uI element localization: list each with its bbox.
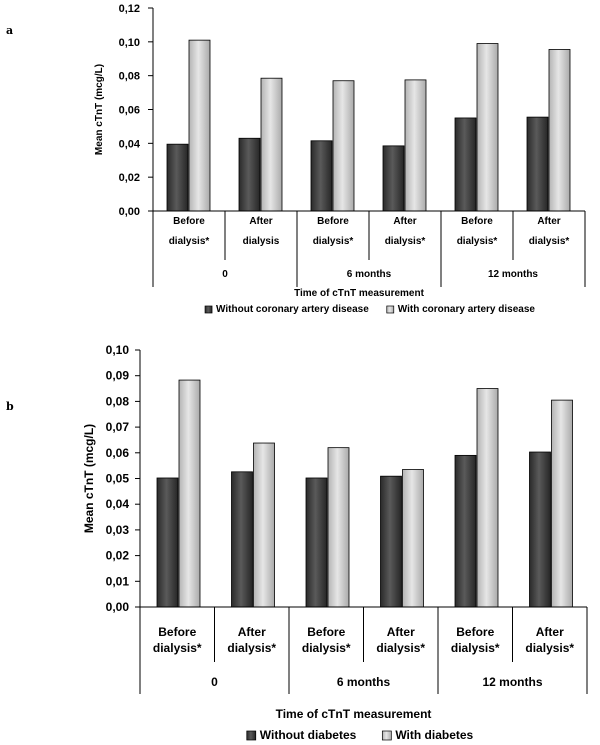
chart0-category-label: dialysis*: [385, 236, 426, 247]
chart1-bar-series2: [178, 379, 201, 608]
chart0-category-label: dialysis*: [529, 236, 570, 247]
chart0-y-tick-label: 0,06: [119, 105, 140, 117]
chart1-bar-series2: [327, 447, 350, 608]
chart0-bar-series1: [454, 117, 477, 212]
chart0-bar-series1: [310, 140, 333, 212]
chart0-legend: Without coronary artery disease With coro…: [204, 304, 536, 315]
chart1-bar-series2: [402, 469, 424, 608]
panel-label-a: a: [6, 24, 13, 37]
chart0-category-label: Before: [317, 216, 349, 227]
chart1-category-label: After: [387, 625, 415, 639]
chart-b: 0,00 0,01 0,02 0,03 0,04 0,05 0,06 0,07 0,08 0,09…: [82, 343, 588, 742]
chart0-legend-label: With coronary artery disease: [398, 304, 536, 315]
chart0-bar-series2: [548, 49, 571, 212]
chart1-y-tick-label: 0,07: [106, 420, 130, 434]
chart1-y-tick-label: 0,02: [106, 549, 130, 563]
chart0-category-label: After: [249, 216, 272, 227]
chart0-legend-label: Without coronary artery disease: [216, 304, 369, 315]
chart1-bar-series1: [305, 477, 328, 608]
chart0-category-label: After: [537, 216, 560, 227]
chart0-y-axis-title: Mean cTnT (mcg/L): [94, 64, 105, 155]
chart1-y-tick-label: 0,08: [106, 394, 130, 408]
chart0-x-axis-title: Time of cTnT measurement: [294, 288, 425, 299]
chart1-category-label: After: [536, 625, 564, 639]
chart1-category-label: Before: [307, 625, 345, 639]
chart0-y-tick-label: 0,04: [119, 138, 141, 150]
chart0-y-tick-label: 0,02: [119, 172, 140, 184]
chart0-group-label: 12 months: [488, 269, 538, 280]
chart0-category-label: dialysis: [243, 236, 280, 247]
chart1-bar-series1: [454, 454, 477, 608]
chart1-bar-series1: [231, 471, 253, 608]
chart1-y-tick-label: 0,00: [106, 600, 130, 614]
chart1-category-label: Before: [456, 625, 494, 639]
chart0-category-label: dialysis*: [313, 236, 354, 247]
chart1-bar-series2: [476, 388, 499, 608]
chart0-category-label: dialysis*: [457, 236, 498, 247]
chart1-legend: Without diabetes With diabetes: [246, 728, 474, 742]
chart0-bar-series2: [404, 79, 427, 212]
chart0-bar-series2: [188, 39, 211, 212]
chart1-group-label: 0: [211, 675, 218, 689]
chart1-y-axis-title: Mean cTnT (mcg/L): [82, 424, 96, 533]
chart0-y-tick-label: 0,12: [119, 3, 140, 15]
chart0-category-label: dialysis*: [169, 236, 210, 247]
chart1-legend-label: Without diabetes: [260, 728, 357, 742]
chart1-bar-series1: [156, 477, 179, 608]
chart0-bar-series2: [260, 77, 283, 212]
chart0-legend-swatch: [204, 305, 213, 314]
chart1-category-label: dialysis*: [302, 641, 351, 655]
chart0-category-label: Before: [461, 216, 493, 227]
chart1-bar-series2: [551, 399, 573, 608]
chart1-category-label: dialysis*: [376, 641, 425, 655]
chart0-bar-series2: [332, 80, 355, 212]
chart0-group-label: 6 months: [347, 269, 392, 280]
chart0-bar-series1: [166, 143, 189, 212]
chart1-category-label: dialysis*: [153, 641, 202, 655]
chart1-bar-series1: [380, 475, 402, 608]
chart1-y-tick-label: 0,10: [106, 343, 130, 357]
chart1-bar-series1: [529, 451, 551, 608]
chart1-legend-swatch: [246, 730, 257, 741]
panel-label-b: b: [6, 400, 14, 413]
chart1-group-label: 12 months: [482, 675, 542, 689]
chart0-legend-swatch: [386, 305, 395, 314]
chart1-y-tick-label: 0,05: [106, 472, 130, 486]
chart-a: 0,00 0,02 0,04 0,06 0,08 0,10 0,12 Mean cTnT (m…: [94, 3, 586, 315]
chart0-y-tick-label: 0,10: [119, 37, 140, 49]
chart1-category-label: dialysis*: [227, 641, 276, 655]
chart1-bar-series2: [253, 442, 275, 608]
chart0-bar-series1: [382, 145, 405, 212]
chart1-x-axis-title: Time of cTnT measurement: [276, 707, 432, 721]
chart1-y-tick-label: 0,03: [106, 523, 130, 537]
chart1-y-tick-label: 0,04: [106, 497, 130, 511]
chart0-category-label: Before: [173, 216, 205, 227]
chart1-legend-label: With diabetes: [395, 728, 473, 742]
chart1-category-label: dialysis*: [451, 641, 500, 655]
chart1-category-label: dialysis*: [525, 641, 574, 655]
chart0-bar-series1: [238, 137, 261, 212]
chart0-y-tick-label: 0,08: [119, 71, 140, 83]
chart1-y-tick-label: 0,06: [106, 446, 130, 460]
chart1-legend-swatch: [381, 730, 392, 741]
chart0-bar-series1: [526, 116, 549, 212]
chart0-y-tick-label: 0,00: [119, 206, 140, 218]
chart1-y-tick-label: 0,01: [106, 574, 130, 588]
chart1-category-label: Before: [158, 625, 196, 639]
chart1-group-label: 6 months: [337, 675, 391, 689]
chart0-group-label: 0: [222, 269, 228, 280]
chart0-bar-series2: [476, 43, 499, 212]
chart0-category-label: After: [393, 216, 416, 227]
chart1-y-tick-label: 0,09: [106, 369, 130, 383]
chart1-category-label: After: [238, 625, 266, 639]
